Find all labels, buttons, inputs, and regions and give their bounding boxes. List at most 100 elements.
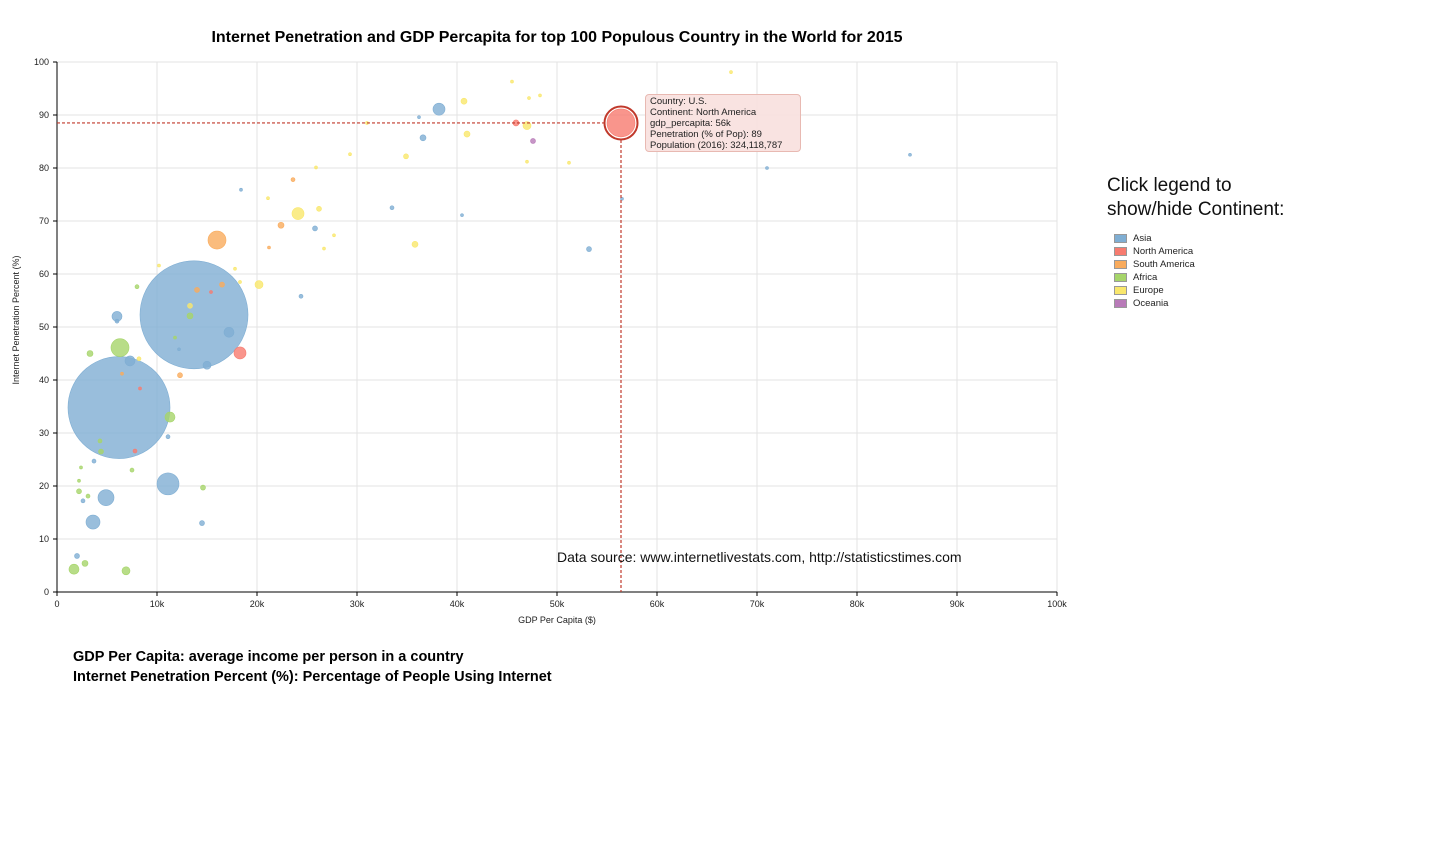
data-point[interactable] xyxy=(298,293,304,299)
data-point[interactable] xyxy=(207,230,227,250)
data-point[interactable] xyxy=(68,563,80,575)
data-point[interactable] xyxy=(121,566,131,576)
data-point[interactable] xyxy=(332,233,336,238)
data-point[interactable] xyxy=(460,97,468,105)
data-point[interactable] xyxy=(200,484,206,491)
data-point[interactable] xyxy=(510,79,514,84)
data-point[interactable] xyxy=(233,346,247,360)
data-point[interactable] xyxy=(348,152,352,157)
data-point[interactable] xyxy=(277,221,285,229)
data-point[interactable] xyxy=(411,241,419,248)
data-point[interactable] xyxy=(316,206,322,212)
data-point[interactable] xyxy=(80,498,86,504)
data-point[interactable] xyxy=(417,115,421,119)
legend-item-europe[interactable]: Europe xyxy=(1114,284,1284,297)
data-point[interactable] xyxy=(173,335,177,340)
data-point[interactable] xyxy=(165,434,171,440)
data-point[interactable] xyxy=(186,312,194,320)
data-point[interactable] xyxy=(290,177,296,182)
y-tick-label: 10 xyxy=(39,534,49,544)
legend-item-asia[interactable]: Asia xyxy=(1114,232,1284,245)
data-point[interactable] xyxy=(463,130,471,138)
legend-item-south-america[interactable]: South America xyxy=(1114,258,1284,271)
data-point[interactable] xyxy=(98,448,104,455)
legend-item-oceania[interactable]: Oceania xyxy=(1114,297,1284,310)
data-point[interactable] xyxy=(134,284,140,290)
data-point[interactable] xyxy=(129,467,135,473)
data-point[interactable] xyxy=(81,560,89,567)
tooltip-penetration: Penetration (% of Pop): 89 xyxy=(650,129,762,140)
data-point[interactable] xyxy=(177,372,183,379)
data-point[interactable] xyxy=(138,386,142,391)
x-axis-label: GDP Per Capita ($) xyxy=(518,615,596,625)
legend-title-line2: show/hide Continent: xyxy=(1107,199,1285,220)
data-point[interactable] xyxy=(124,355,136,367)
data-point[interactable] xyxy=(460,213,464,217)
data-point[interactable] xyxy=(239,187,243,192)
data-point[interactable] xyxy=(223,326,235,338)
data-point[interactable] xyxy=(530,138,536,144)
data-point[interactable] xyxy=(194,287,200,293)
data-point[interactable] xyxy=(79,465,83,470)
data-point[interactable] xyxy=(586,246,592,252)
data-point[interactable] xyxy=(67,356,171,459)
data-point[interactable] xyxy=(403,153,409,160)
data-point[interactable] xyxy=(86,350,94,357)
data-point[interactable] xyxy=(132,448,138,454)
legend-swatch xyxy=(1114,234,1127,243)
data-point[interactable] xyxy=(77,478,81,483)
data-point[interactable] xyxy=(389,205,395,211)
legend-swatch xyxy=(1114,286,1127,295)
data-point[interactable] xyxy=(97,489,115,506)
data-point[interactable] xyxy=(97,438,103,444)
data-point[interactable] xyxy=(266,196,270,201)
data-point[interactable] xyxy=(157,263,161,268)
data-point[interactable] xyxy=(432,102,446,116)
legend-item-north-america[interactable]: North America xyxy=(1114,245,1284,258)
data-point[interactable] xyxy=(538,93,542,98)
data-point[interactable] xyxy=(120,371,124,376)
data-point[interactable] xyxy=(314,165,318,170)
data-point[interactable] xyxy=(567,160,571,165)
data-point[interactable] xyxy=(139,260,249,370)
data-point[interactable] xyxy=(209,290,213,294)
data-point[interactable] xyxy=(908,152,912,157)
data-point[interactable] xyxy=(85,514,101,530)
x-tick-label: 70k xyxy=(750,599,765,609)
data-point[interactable] xyxy=(729,70,733,74)
data-point[interactable] xyxy=(187,302,193,309)
data-point[interactable] xyxy=(177,347,181,352)
data-point[interactable] xyxy=(233,266,237,271)
data-point[interactable] xyxy=(114,318,120,324)
data-point[interactable] xyxy=(136,356,142,362)
data-point[interactable] xyxy=(74,553,80,559)
data-point[interactable] xyxy=(91,458,97,464)
data-point[interactable] xyxy=(202,360,212,370)
data-point[interactable] xyxy=(620,196,624,201)
data-point[interactable] xyxy=(525,159,529,164)
data-point[interactable] xyxy=(419,134,427,142)
data-point[interactable] xyxy=(291,207,305,220)
data-point[interactable] xyxy=(254,280,264,289)
legend-item-africa[interactable]: Africa xyxy=(1114,271,1284,284)
data-point[interactable] xyxy=(522,121,532,130)
data-point[interactable] xyxy=(267,245,271,250)
data-point[interactable] xyxy=(322,246,326,251)
data-point[interactable] xyxy=(312,225,318,232)
legend-swatch xyxy=(1114,247,1127,256)
data-point[interactable] xyxy=(606,108,636,138)
data-point[interactable] xyxy=(156,472,180,496)
data-point[interactable] xyxy=(76,488,82,495)
data-point[interactable] xyxy=(164,411,176,423)
y-axis-label: Internet Penetration Percent (%) xyxy=(11,255,21,384)
y-tick-label: 40 xyxy=(39,375,49,385)
data-point[interactable] xyxy=(765,166,769,170)
data-point[interactable] xyxy=(85,493,91,499)
data-point[interactable] xyxy=(199,520,205,526)
data-point[interactable] xyxy=(110,338,130,357)
legend-swatch xyxy=(1114,260,1127,269)
data-point[interactable] xyxy=(219,281,225,288)
data-point[interactable] xyxy=(238,280,242,284)
data-point[interactable] xyxy=(527,96,531,100)
legend-title-line1: Click legend to xyxy=(1107,175,1232,196)
